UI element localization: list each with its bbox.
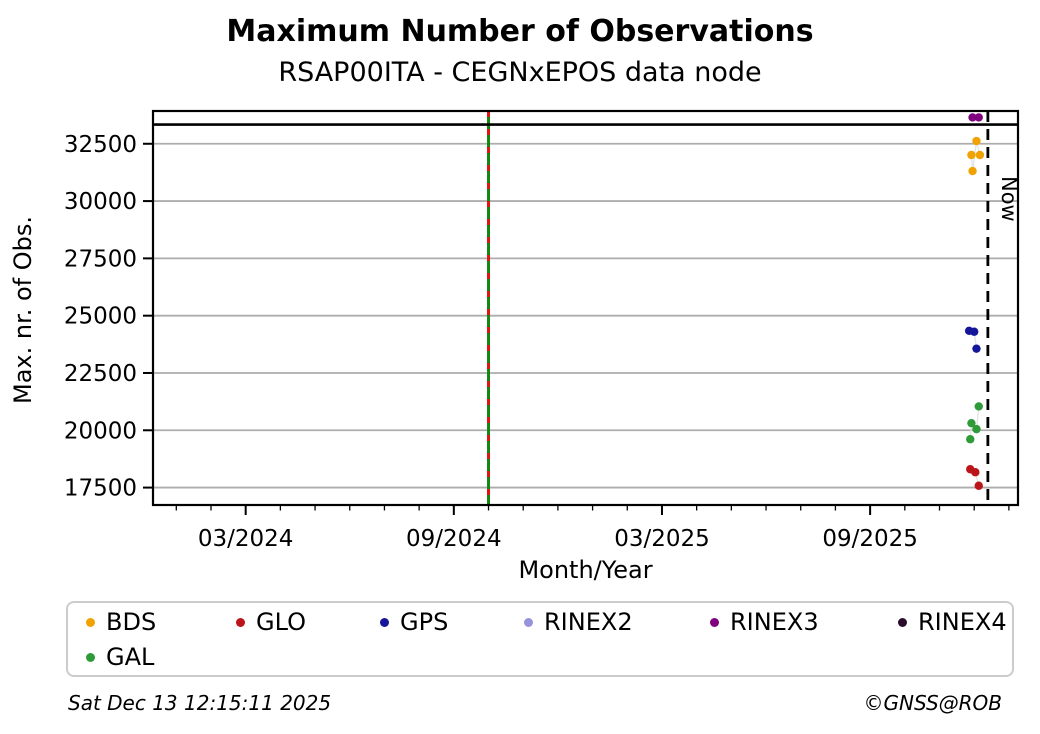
data-point-gal: [974, 402, 983, 411]
y-axis-label: Max. nr. of Obs.: [9, 216, 37, 404]
legend-marker-rinex2: [524, 617, 533, 627]
y-tick-label: 27500: [64, 246, 137, 272]
data-point-bds: [975, 150, 985, 160]
data-point-bds: [967, 150, 976, 160]
data-point-bds: [972, 136, 981, 146]
legend-item-rinex2: RINEX2: [524, 607, 633, 637]
legend-label-rinex2: RINEX2: [544, 608, 633, 636]
legend-item-bds: BDS: [86, 607, 156, 637]
legend-label-rinex4: RINEX4: [918, 608, 1007, 636]
chart-title: Maximum Number of Observations: [226, 14, 814, 49]
data-point-bds: [968, 166, 977, 176]
data-point-rinex3: [968, 113, 977, 122]
y-tick-label: 30000: [64, 189, 137, 215]
legend-marker-rinex4: [898, 617, 907, 627]
legend-marker-bds: [86, 617, 95, 627]
data-point-gal: [972, 424, 981, 434]
x-axis-label: Month/Year: [518, 556, 652, 584]
legend-label-gps: GPS: [400, 608, 449, 636]
now-label: Now: [997, 176, 1021, 222]
data-point-gal: [966, 435, 975, 444]
legend-item-gps: GPS: [380, 607, 448, 637]
legend-label-glo: GLO: [256, 608, 307, 636]
y-tick-label: 17500: [64, 476, 137, 502]
plot-border: [151, 109, 1020, 507]
y-tick-label: 32500: [64, 132, 137, 158]
data-point-gps: [969, 327, 979, 336]
data-point-glo: [971, 468, 980, 477]
chart-canvas: 17500 20000 22500 25000 27500 30000 32500 03/20…: [9, 109, 1021, 584]
legend-label-bds: BDS: [106, 608, 157, 636]
legend-marker-gps: [380, 617, 389, 627]
legend-item-glo: GLO: [236, 607, 306, 637]
y-tick-label: 20000: [64, 418, 137, 444]
legend-item-rinex4: RINEX4: [898, 607, 1007, 637]
data-point-gal: [967, 418, 976, 428]
legend-label-gal: GAL: [106, 643, 155, 671]
data-point-gps: [972, 344, 981, 353]
legend-item-gal: GAL: [86, 642, 154, 672]
copyright-text: ©GNSS@ROB: [863, 691, 1003, 715]
legend-item-rinex3: RINEX3: [710, 607, 819, 637]
y-tick-label: 22500: [64, 361, 137, 387]
y-tick-label: 25000: [64, 304, 137, 330]
legend-label-rinex3: RINEX3: [730, 608, 819, 636]
legend: BDS GLO GPS RINEX2 RINEX3 RINEX4 GAL: [66, 601, 1014, 677]
x-tick-label: 09/2024: [406, 526, 502, 552]
legend-marker-gal: [86, 652, 95, 662]
chart-subtitle: RSAP00ITA - CEGNxEPOS data node: [278, 57, 762, 88]
x-tick-label: 09/2025: [822, 526, 918, 552]
x-tick-label: 03/2024: [198, 526, 294, 552]
x-tick-label: 03/2025: [614, 526, 710, 552]
data-point-glo: [974, 481, 983, 490]
data-point-rinex3: [974, 113, 983, 122]
timestamp-text: Sat Dec 13 12:15:11 2025: [68, 691, 332, 715]
legend-marker-rinex3: [710, 617, 719, 627]
legend-marker-glo: [236, 617, 245, 627]
